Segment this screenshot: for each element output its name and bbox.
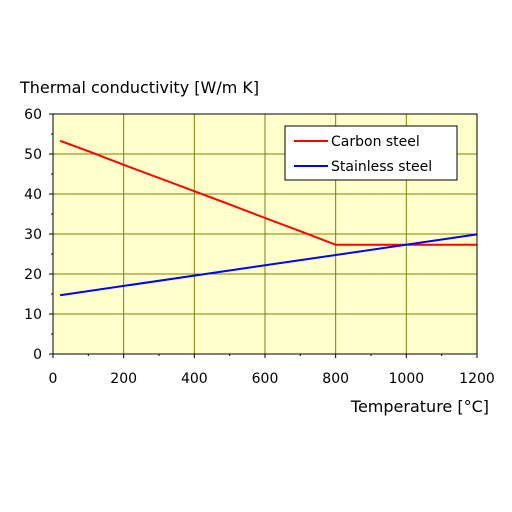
y-tick-label: 50 [24,147,42,163]
plot-border [52,113,478,355]
y-tick-label: 10 [24,307,42,323]
x-tick-label: 0 [49,371,58,387]
legend: Carbon steel Stainless steel [284,125,458,181]
x-tick-label: 800 [322,371,349,387]
y-tick-label: 30 [24,227,42,243]
y-tick-label: 40 [24,187,42,203]
x-tick-label: 1200 [459,371,495,387]
series-lines [59,139,478,297]
x-tick-label: 400 [181,371,208,387]
legend-label: Stainless steel [331,159,432,175]
series-line-carbon-steel [59,139,477,246]
y-tick-label: 60 [24,107,42,123]
x-tick-label: 200 [110,371,137,387]
y-tick-label: 20 [24,267,42,283]
legend-box [284,125,458,181]
series-line-stainless-steel [59,233,478,297]
y-axis-label: Thermal conductivity [W/m K] [19,78,259,97]
x-tick-label: 1000 [389,371,425,387]
x-tick-label: 600 [252,371,279,387]
axis-ticks: 0 200 400 600 800 1000 1200 0 10 20 30 40 50 60 [24,107,495,387]
y-tick-label: 0 [33,347,42,363]
legend-label: Carbon steel [331,134,420,150]
x-axis-label: Temperature [°C] [350,397,489,416]
